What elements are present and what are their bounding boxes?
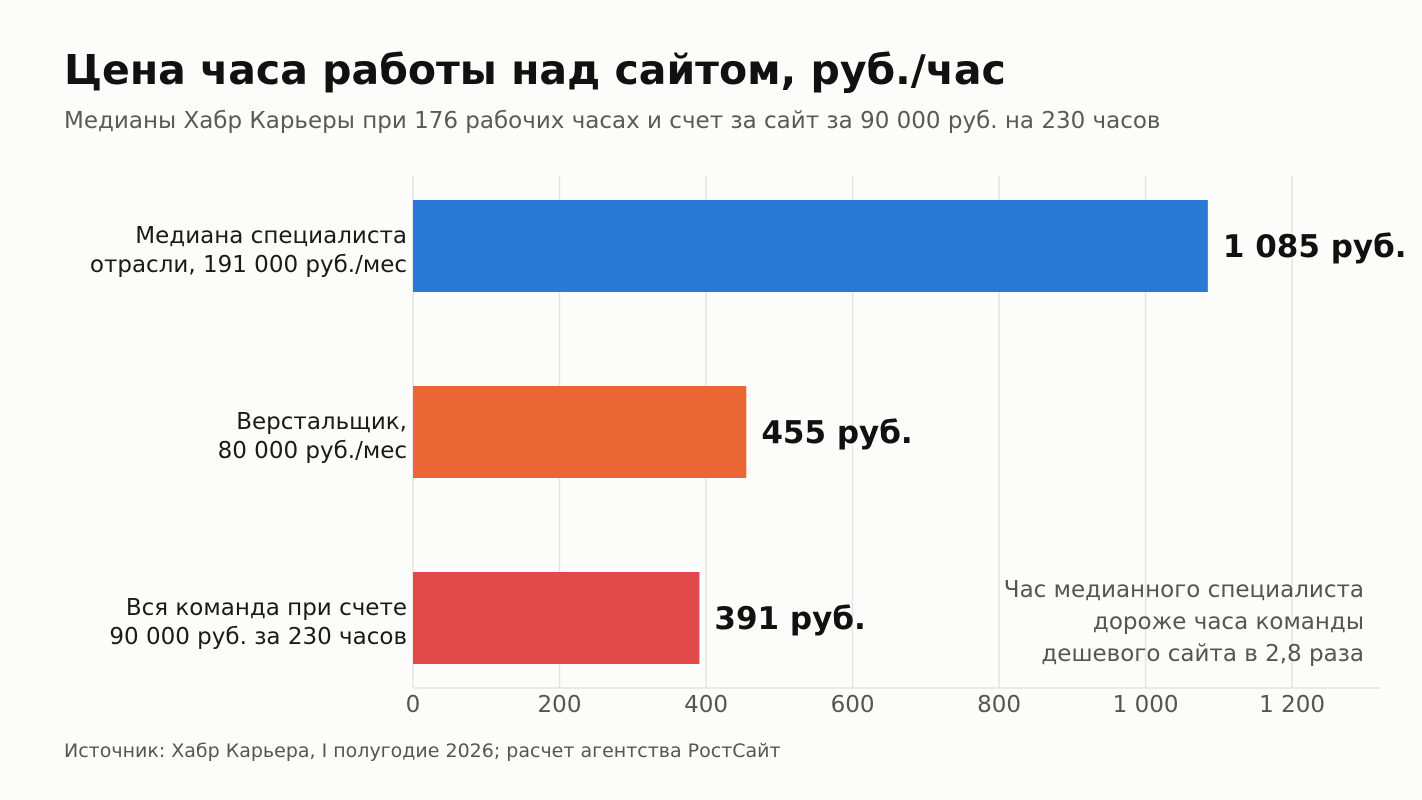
x-tick-label: 600 — [831, 692, 875, 718]
x-tick-label: 0 — [406, 692, 421, 718]
chart-title: Цена часа работы над сайтом, руб./час — [64, 46, 1006, 94]
category-label-line: Вся команда при счете — [126, 595, 407, 621]
x-tick-label: 1 000 — [1113, 692, 1179, 718]
x-tick-label: 800 — [977, 692, 1021, 718]
category-label-line: 90 000 руб. за 230 часов — [109, 624, 407, 650]
bars — [413, 200, 1208, 664]
chart-subtitle: Медианы Хабр Карьеры при 176 рабочих час… — [64, 108, 1161, 134]
bar — [413, 200, 1208, 292]
chart-annotation: Час медианного специалиста дороже часа ко… — [1004, 577, 1364, 667]
bar-value-label: 455 руб. — [761, 415, 912, 451]
category-label-line: 80 000 руб./мес — [218, 438, 407, 464]
category-label: Вся команда при счете 90 000 руб. за 230 … — [109, 595, 407, 650]
annotation-line: дороже часа команды — [1093, 609, 1364, 635]
bar-value-label: 1 085 руб. — [1223, 229, 1407, 265]
x-tick-label: 400 — [684, 692, 728, 718]
category-label: Медиана специалиста отрасли, 191 000 руб.… — [90, 223, 407, 278]
category-label-line: Верстальщик, — [236, 409, 407, 435]
value-labels: 1 085 руб. 455 руб. 391 руб. — [714, 229, 1406, 637]
bar — [413, 572, 700, 664]
x-tick-label: 1 200 — [1259, 692, 1325, 718]
bar — [413, 386, 747, 478]
category-labels: Медиана специалиста отрасли, 191 000 руб.… — [90, 223, 407, 650]
annotation-line: Час медианного специалиста — [1004, 577, 1364, 603]
x-tick-label: 200 — [538, 692, 582, 718]
source-note: Источник: Хабр Карьера, I полугодие 2026… — [64, 740, 781, 762]
bar-value-label: 391 руб. — [714, 601, 865, 637]
category-label: Верстальщик, 80 000 руб./мес — [218, 409, 407, 464]
annotation-line: дешевого сайта в 2,8 раза — [1041, 641, 1364, 667]
category-label-line: Медиана специалиста — [135, 223, 407, 249]
x-axis-ticks: 0 200 400 600 800 1 000 1 200 — [406, 692, 1325, 718]
category-label-line: отрасли, 191 000 руб./мес — [90, 252, 407, 278]
